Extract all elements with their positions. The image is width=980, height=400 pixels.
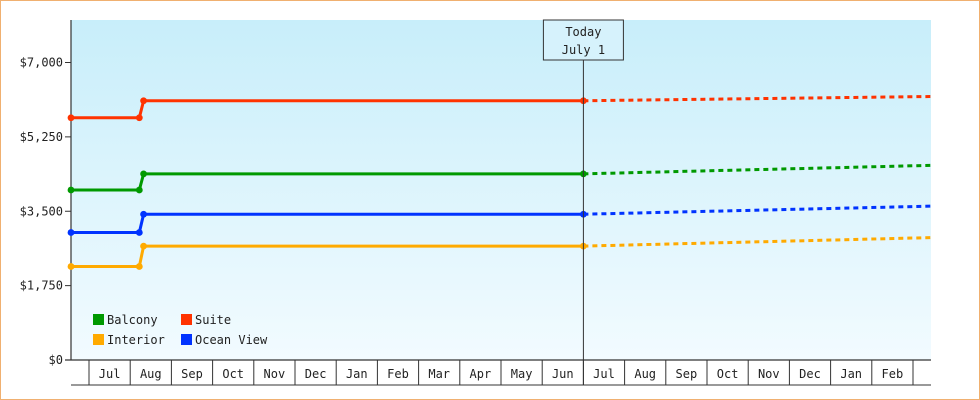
today-label-line1: Today xyxy=(565,25,601,39)
x-tick-label: Jul xyxy=(593,367,615,381)
y-tick-label: $3,500 xyxy=(20,204,63,218)
data-point-ocean-view xyxy=(67,229,75,236)
data-point-ocean-view xyxy=(140,210,147,218)
x-tick-label: Dec xyxy=(305,367,327,381)
x-tick-label: Nov xyxy=(264,367,286,381)
legend-swatch-interior xyxy=(93,334,104,345)
legend-swatch-balcony xyxy=(93,314,104,325)
legend-swatch-ocean-view xyxy=(181,334,192,345)
data-point-ocean-view xyxy=(135,229,143,236)
forecast-line-ocean-view xyxy=(583,204,932,216)
x-tick-label: Mar xyxy=(428,367,450,381)
x-tick-label: Nov xyxy=(758,367,780,381)
forecast-line-balcony xyxy=(583,163,932,176)
x-tick-label: Dec xyxy=(799,367,821,381)
legend-label-ocean-view: Ocean View xyxy=(195,333,268,347)
legend-label-interior: Interior xyxy=(107,333,165,347)
series-line-suite xyxy=(71,99,584,120)
today-label-box xyxy=(542,19,624,61)
data-point-suite xyxy=(135,114,143,122)
y-tick-label: $0 xyxy=(49,353,63,367)
series-line-interior xyxy=(71,244,584,268)
x-tick-label: Jun xyxy=(552,367,574,381)
series-line-ocean-view xyxy=(71,212,584,234)
forecast-line-suite xyxy=(583,95,932,103)
legend-label-balcony: Balcony xyxy=(107,313,158,327)
data-point-balcony xyxy=(140,170,147,178)
y-tick-label: $7,000 xyxy=(20,56,63,70)
y-tick-label: $1,750 xyxy=(20,279,63,293)
data-point-interior xyxy=(67,263,75,270)
x-tick-label: May xyxy=(511,367,533,381)
plot-area xyxy=(71,20,931,360)
x-tick-label: Feb xyxy=(882,367,904,381)
x-tick-label: Aug xyxy=(140,367,162,381)
data-point-balcony xyxy=(135,186,143,194)
x-tick-label: Jan xyxy=(346,367,368,381)
data-point-interior xyxy=(135,263,143,270)
legend-label-suite: Suite xyxy=(195,313,231,327)
x-tick-label: Jan xyxy=(840,367,862,381)
today-label-line2: July 1 xyxy=(562,43,605,57)
data-point-balcony xyxy=(67,186,75,194)
x-tick-label: Oct xyxy=(222,367,244,381)
data-point-suite xyxy=(67,114,75,122)
x-tick-label: Jul xyxy=(99,367,121,381)
data-point-interior xyxy=(140,242,147,250)
x-tick-label: Feb xyxy=(387,367,409,381)
forecast-line-interior xyxy=(583,236,932,248)
x-tick-label: Sep xyxy=(676,367,698,381)
x-tick-label: Sep xyxy=(181,367,203,381)
x-tick-label: Aug xyxy=(634,367,656,381)
series-line-balcony xyxy=(71,172,584,192)
legend-swatch-suite xyxy=(181,314,192,325)
x-tick-label: Oct xyxy=(717,367,739,381)
data-point-suite xyxy=(140,97,147,105)
y-tick-label: $5,250 xyxy=(20,130,63,144)
x-tick-label: Apr xyxy=(470,367,492,381)
